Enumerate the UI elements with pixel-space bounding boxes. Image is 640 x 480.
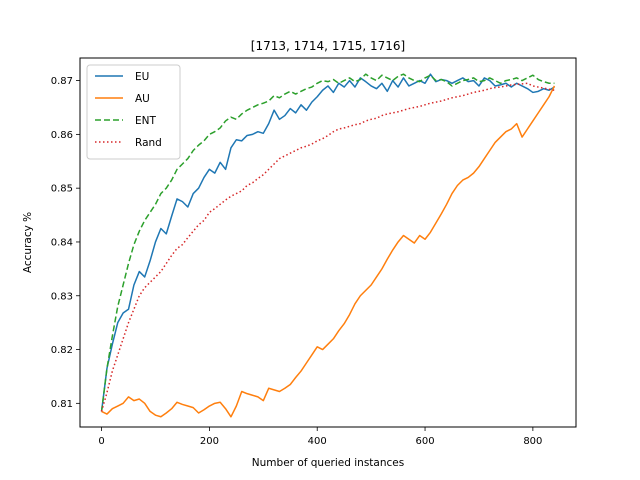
- series-line-au: [101, 85, 556, 418]
- series-line-ent: [100, 73, 555, 412]
- legend-box: [86, 64, 181, 160]
- legend-label-ent: ENT: [135, 115, 156, 127]
- y-tick-label: 0.82: [51, 345, 73, 356]
- y-tick-label: 0.87: [51, 76, 73, 87]
- legend-label-rand: Rand: [135, 137, 162, 149]
- x-tick-label: 400: [308, 436, 327, 447]
- x-tick-label: 0: [98, 436, 104, 447]
- legend: EU AU ENT Rand: [86, 64, 181, 160]
- x-tick-label: 200: [200, 436, 219, 447]
- y-axis-label: Accuracy %: [22, 212, 34, 273]
- chart-title: [1713, 1714, 1715, 1716]: [251, 39, 405, 53]
- x-axis-label: Number of queried instances: [252, 457, 404, 469]
- legend-label-au: AU: [135, 93, 150, 105]
- legend-label-eu: EU: [135, 71, 149, 83]
- x-tick-label: 600: [415, 436, 434, 447]
- series-line-rand: [100, 82, 555, 412]
- y-tick-label: 0.85: [51, 184, 73, 195]
- series-line-eu: [100, 73, 555, 412]
- y-tick-label: 0.83: [51, 291, 73, 302]
- x-tick-label: 800: [523, 436, 542, 447]
- series-layer: [100, 73, 556, 418]
- y-tick-label: 0.84: [51, 237, 73, 248]
- plot-frame: [79, 57, 577, 428]
- y-tick-label: 0.86: [51, 130, 73, 141]
- y-tick-label: 0.81: [51, 399, 73, 410]
- x-axis: 0 200 400 600 800: [98, 427, 542, 447]
- y-axis: 0.81 0.82 0.83 0.84 0.85 0.86 0.87: [51, 76, 80, 410]
